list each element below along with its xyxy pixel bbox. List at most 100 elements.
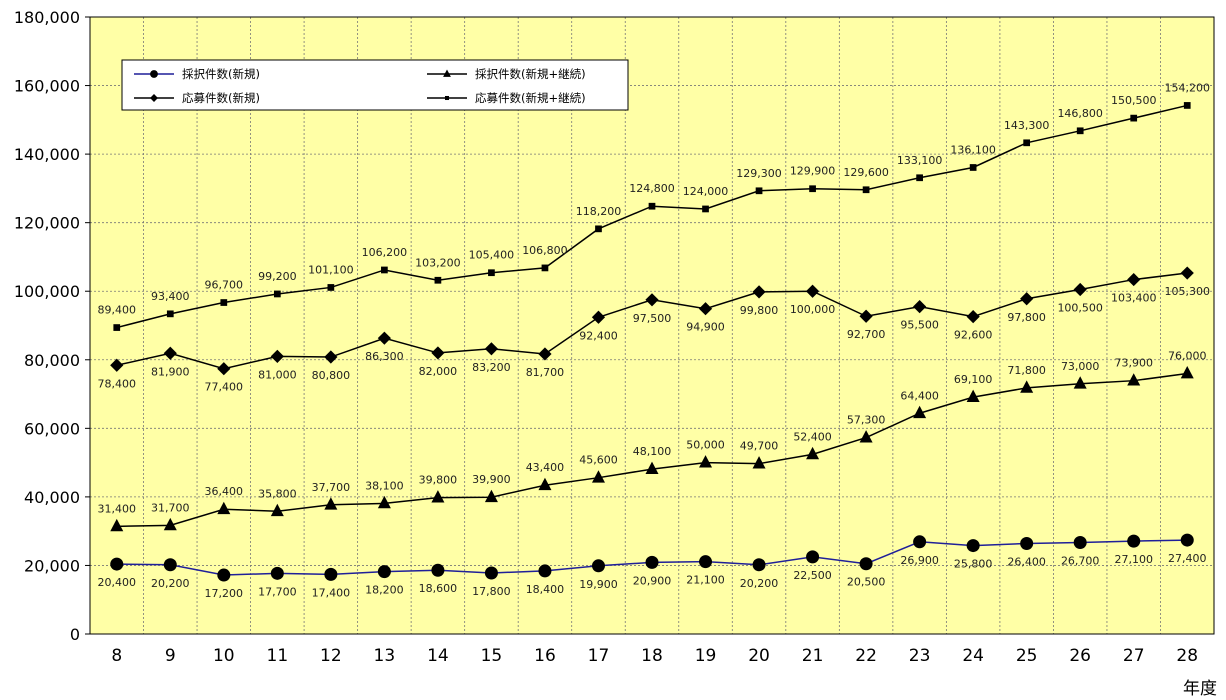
data-label: 146,800 bbox=[1057, 107, 1103, 120]
data-label: 93,400 bbox=[151, 290, 190, 303]
x-tick-label: 10 bbox=[213, 646, 235, 666]
plot-background bbox=[90, 17, 1214, 634]
data-point-circle bbox=[1127, 534, 1141, 548]
data-point-square bbox=[1130, 114, 1138, 122]
data-label: 136,100 bbox=[950, 143, 996, 156]
series-1 bbox=[110, 533, 1194, 582]
data-point-square bbox=[702, 205, 709, 213]
data-point-circle bbox=[484, 566, 498, 580]
data-label: 96,700 bbox=[205, 279, 244, 292]
data-label: 129,600 bbox=[843, 166, 889, 179]
data-point-diamond bbox=[752, 285, 766, 299]
data-point-circle bbox=[1073, 535, 1087, 549]
data-point-triangle bbox=[859, 430, 873, 443]
data-point-triangle bbox=[752, 456, 766, 469]
x-tick-label: 15 bbox=[481, 646, 503, 666]
data-label: 52,400 bbox=[793, 430, 832, 443]
y-tick-label: 100,000 bbox=[14, 282, 80, 301]
data-label: 89,400 bbox=[98, 304, 137, 317]
data-label: 20,500 bbox=[847, 576, 886, 589]
data-point-diamond bbox=[591, 310, 606, 324]
data-labels: 20,400 20,200 17,200 17,700 17,400 18,200 18,6… bbox=[98, 81, 1210, 600]
x-tick-label: 14 bbox=[427, 646, 449, 666]
data-label: 45,600 bbox=[579, 454, 618, 467]
data-label: 71,800 bbox=[1007, 364, 1046, 377]
data-label: 97,500 bbox=[633, 312, 672, 325]
data-label: 69,100 bbox=[954, 373, 993, 386]
x-tick-label: 27 bbox=[1123, 646, 1145, 666]
data-label: 81,900 bbox=[151, 365, 190, 378]
data-point-circle bbox=[699, 555, 713, 569]
legend-item: 応募件数(新規) bbox=[134, 91, 260, 105]
data-label: 105,300 bbox=[1164, 285, 1210, 298]
data-point-square bbox=[648, 202, 656, 210]
data-point-triangle bbox=[324, 497, 338, 510]
data-label: 20,200 bbox=[740, 577, 779, 590]
data-point-triangle bbox=[484, 489, 498, 503]
data-point-diamond bbox=[1180, 266, 1194, 280]
data-label: 99,800 bbox=[740, 304, 779, 317]
legend-item: 応募件数(新規+継続) bbox=[427, 91, 586, 105]
data-point-diamond bbox=[1020, 292, 1034, 306]
x-tick-label: 9 bbox=[165, 646, 176, 666]
data-label: 39,900 bbox=[472, 473, 511, 486]
x-axis-unit-label: 年度 bbox=[1183, 679, 1217, 699]
data-label: 35,800 bbox=[258, 487, 297, 500]
data-label: 19,900 bbox=[579, 578, 618, 591]
data-label: 81,000 bbox=[258, 368, 297, 381]
data-label: 38,100 bbox=[365, 479, 404, 492]
y-tick-label: 160,000 bbox=[14, 77, 80, 96]
data-point-diamond bbox=[163, 346, 177, 360]
data-label: 76,000 bbox=[1168, 349, 1207, 362]
data-point-triangle bbox=[1127, 373, 1141, 386]
data-point-square bbox=[444, 95, 450, 101]
x-tick-label: 12 bbox=[320, 646, 342, 666]
data-label: 103,400 bbox=[1111, 292, 1157, 305]
data-label: 129,900 bbox=[790, 165, 836, 178]
data-label: 83,200 bbox=[472, 361, 511, 374]
data-label: 124,000 bbox=[683, 185, 729, 198]
data-label: 133,100 bbox=[897, 154, 943, 167]
data-point-circle bbox=[913, 535, 927, 549]
data-point-diamond bbox=[859, 309, 873, 323]
x-tick-label: 28 bbox=[1176, 646, 1198, 666]
data-label: 154,200 bbox=[1164, 81, 1210, 94]
data-point-square bbox=[862, 186, 870, 194]
legend-box bbox=[121, 59, 629, 111]
x-tick-label: 22 bbox=[855, 646, 877, 666]
data-point-square bbox=[541, 264, 549, 272]
data-label: 26,400 bbox=[1007, 556, 1046, 569]
data-point-diamond bbox=[324, 350, 338, 364]
x-tick-label: 11 bbox=[267, 646, 289, 666]
x-tick-label: 13 bbox=[374, 646, 396, 666]
data-point-diamond bbox=[110, 358, 124, 372]
data-point-diamond bbox=[270, 349, 284, 363]
data-point-circle bbox=[324, 567, 338, 581]
data-point-triangle bbox=[913, 405, 927, 419]
y-tick-label: 40,000 bbox=[24, 488, 80, 507]
x-tick-label: 21 bbox=[802, 646, 824, 666]
data-point-diamond bbox=[1127, 272, 1141, 287]
data-point-diamond bbox=[698, 302, 713, 316]
data-label: 18,600 bbox=[419, 582, 458, 595]
data-point-circle bbox=[645, 555, 659, 569]
data-label: 20,400 bbox=[98, 576, 137, 589]
data-label: 39,800 bbox=[419, 474, 458, 487]
y-tick-label: 140,000 bbox=[14, 145, 80, 164]
data-point-diamond bbox=[1073, 282, 1087, 297]
legend-label: 採択件数(新規) bbox=[182, 67, 260, 81]
data-label: 27,100 bbox=[1114, 553, 1153, 566]
series-group bbox=[110, 102, 1194, 582]
y-tick-label: 80,000 bbox=[24, 351, 80, 370]
plot-border bbox=[89, 16, 1215, 635]
plot-area bbox=[90, 17, 1214, 634]
data-point-square bbox=[166, 310, 174, 318]
data-point-square bbox=[916, 174, 923, 182]
data-point-triangle bbox=[431, 490, 445, 503]
data-label: 17,200 bbox=[205, 587, 244, 600]
data-point-triangle bbox=[591, 470, 605, 483]
data-point-square bbox=[381, 266, 388, 274]
data-point-triangle bbox=[270, 503, 284, 517]
data-label: 105,400 bbox=[469, 249, 515, 262]
data-point-triangle bbox=[645, 461, 659, 474]
